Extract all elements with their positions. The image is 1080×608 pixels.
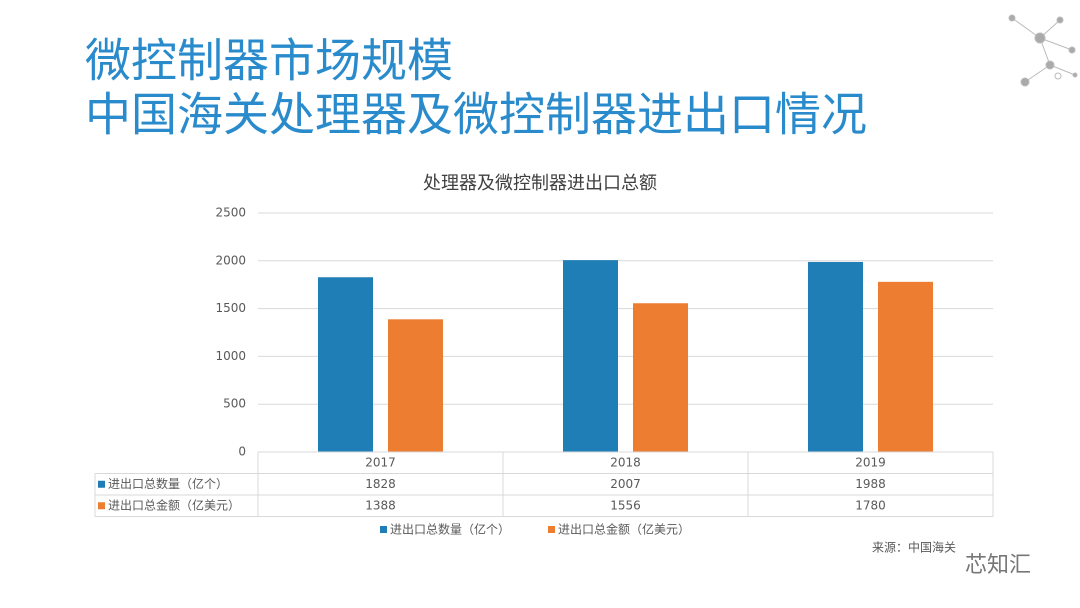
x-tick-label: 2019 xyxy=(855,455,886,469)
y-tick-label: 500 xyxy=(223,397,246,411)
y-tick-label: 0 xyxy=(238,445,246,459)
y-tick-label: 2500 xyxy=(215,206,246,220)
legend-label: 进出口总数量（亿个） xyxy=(390,522,510,537)
table-cell: 1556 xyxy=(610,498,641,512)
source: 来源：中国海关 xyxy=(872,540,956,555)
table-cell: 2007 xyxy=(610,477,641,491)
legend-label: 进出口总金额（亿美元） xyxy=(558,522,690,537)
bar xyxy=(633,303,688,452)
x-tick-label: 2017 xyxy=(365,455,396,469)
table-cell: 1780 xyxy=(855,498,886,512)
legend-key xyxy=(380,526,387,533)
slide-title: 中国海关处理器及微控制器进出口情况 xyxy=(85,88,867,142)
table-cell: 1988 xyxy=(855,477,886,491)
table-legend-key xyxy=(98,502,105,510)
bar xyxy=(318,277,373,452)
table-row-label: 进出口总数量（亿个） xyxy=(108,476,228,491)
y-tick-label: 2000 xyxy=(215,253,246,267)
x-tick-label: 2018 xyxy=(610,455,641,469)
bar xyxy=(878,281,933,452)
table-cell: 1828 xyxy=(365,477,396,491)
slide-title: 微控制器市场规模 xyxy=(85,34,453,88)
chart-title: 处理器及微控制器进出口总额 xyxy=(423,173,657,194)
bar xyxy=(388,319,443,452)
bar xyxy=(563,260,618,452)
bar xyxy=(808,261,863,452)
decoration xyxy=(1008,14,1078,87)
table-legend-key xyxy=(98,480,105,488)
watermark: 芯知汇 xyxy=(965,553,1031,578)
table-cell: 1388 xyxy=(365,498,396,512)
y-tick-label: 1500 xyxy=(215,301,246,315)
y-tick-label: 1000 xyxy=(215,349,246,363)
legend-key xyxy=(548,526,555,533)
table-row-label: 进出口总金额（亿美元） xyxy=(108,497,240,512)
